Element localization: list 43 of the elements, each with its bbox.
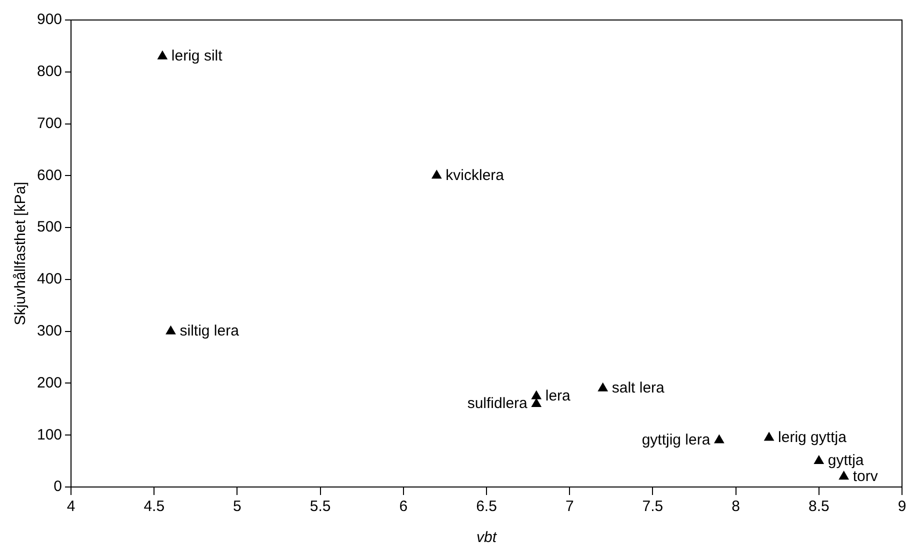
x-tick-label: 4.5 — [144, 498, 165, 516]
point — [814, 456, 824, 464]
x-axis-title: vbt — [476, 529, 498, 546]
x-tick-label: 4 — [66, 498, 76, 516]
y-tick-label: 100 — [36, 426, 62, 444]
annotation: salt lera — [612, 380, 666, 397]
point — [158, 50, 168, 60]
x-tick-label: 8.5 — [808, 498, 830, 516]
y-tick-label: 900 — [36, 11, 62, 28]
x-tick-label: 7.5 — [642, 498, 664, 516]
point — [432, 170, 442, 179]
annotation: gyttjig lera — [642, 431, 711, 448]
y-tick-label: 400 — [36, 270, 62, 288]
annotation: kvicklera — [446, 166, 505, 184]
annotation: lera — [545, 387, 572, 404]
y-tick-label: 500 — [36, 218, 62, 236]
point — [714, 434, 724, 444]
y-tick-label: 200 — [36, 374, 62, 392]
annotation: lerig silt — [171, 47, 224, 64]
y-axis-title: Skjuvhållfasthet [kPa] — [12, 182, 30, 326]
annotation: sulfidlera — [467, 395, 528, 412]
point — [532, 390, 542, 400]
x-tick-label: 6.5 — [476, 498, 497, 516]
point — [764, 432, 774, 441]
x-tick-label: 7 — [565, 498, 574, 516]
x-tick-label: 8 — [732, 498, 740, 516]
y-tick-label: 600 — [36, 166, 62, 184]
x-tick-label: 9 — [898, 498, 906, 516]
annotation: torv — [852, 468, 878, 485]
annotation: lerig gyttja — [778, 428, 848, 446]
point — [598, 382, 608, 392]
x-tick-label: 5.5 — [310, 498, 331, 516]
x-tick-label: 6 — [399, 498, 408, 516]
point — [532, 398, 542, 407]
point — [839, 471, 849, 480]
y-tick-label: 700 — [36, 114, 62, 132]
x-tick-label: 5 — [233, 498, 242, 516]
y-tick-label: 300 — [36, 322, 62, 340]
annotation: gyttja — [828, 452, 864, 470]
point — [166, 326, 176, 334]
y-tick-label: 0 — [54, 478, 62, 496]
y-tick-label: 800 — [36, 63, 62, 80]
annotation: siltig lera — [180, 322, 240, 340]
